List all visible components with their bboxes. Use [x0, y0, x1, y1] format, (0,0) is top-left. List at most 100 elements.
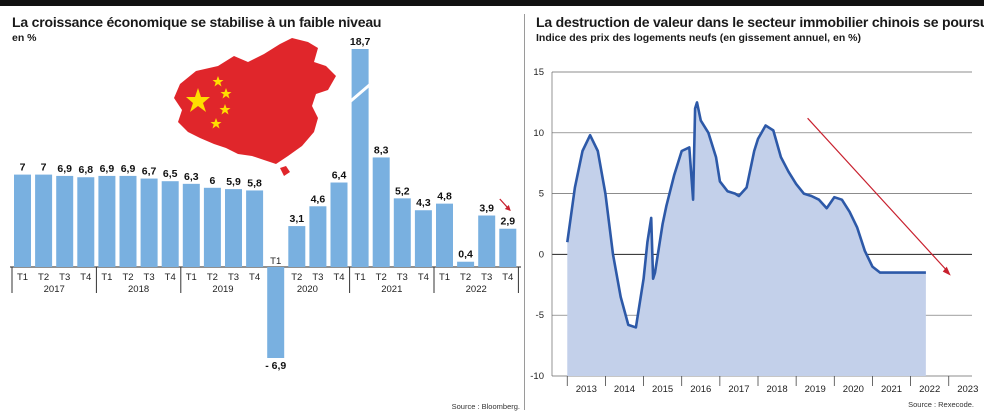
right-chart-source: Source : Rexecode.	[908, 400, 974, 409]
quarter-tick-label: T4	[418, 272, 429, 283]
quarter-tick-label: T2	[460, 272, 471, 283]
series-line	[566, 101, 926, 329]
data-label: 8,3	[374, 144, 389, 156]
bar	[140, 178, 158, 267]
quarter-tick-label: T2	[38, 272, 49, 283]
bar	[393, 198, 411, 267]
year-label: 2022	[466, 284, 487, 295]
bar	[35, 174, 53, 267]
housing-price-area-chart: 15 10 5 0 -5 -10 2013 2014 2015 2016 2017 2018 2019 2…	[530, 67, 978, 395]
data-label: 6,5	[163, 168, 178, 180]
data-label: 6,9	[100, 163, 115, 175]
quarter-tick-label: T3	[397, 272, 408, 283]
data-label: 6,9	[121, 163, 136, 175]
area-fill	[567, 102, 926, 377]
data-label: 6,3	[184, 171, 199, 183]
right-chart-title: La destruction de valeur dans le secteur…	[536, 14, 984, 30]
y-tick-label: 5	[539, 189, 544, 200]
x-tick-label: 2017	[728, 384, 749, 395]
data-label: 3,1	[289, 213, 304, 225]
quarter-tick-label: T2	[291, 272, 302, 283]
quarter-tick-label: T1	[270, 256, 281, 267]
data-label: 5,9	[226, 176, 241, 188]
left-chart-unit: en %	[12, 32, 37, 44]
x-tick-label: 2021	[881, 384, 902, 395]
bar	[182, 183, 200, 267]
data-label: 6	[209, 175, 215, 187]
x-tick-label: 2019	[805, 384, 826, 395]
bar	[98, 175, 116, 267]
data-label: 4,6	[311, 193, 326, 205]
year-label: 2019	[212, 284, 233, 295]
china-flag-map-icon	[174, 38, 336, 176]
quarter-tick-label: T4	[333, 272, 344, 283]
quarter-tick-label: T1	[439, 272, 450, 283]
quarter-tick-label: T3	[481, 272, 492, 283]
quarter-tick-label: T4	[502, 272, 513, 283]
bar	[267, 267, 285, 358]
quarter-tick-label: T4	[249, 272, 260, 283]
year-label: 2017	[44, 284, 65, 295]
top-rule	[0, 0, 984, 6]
quarter-tick-label: T3	[312, 272, 323, 283]
panel-divider	[524, 14, 525, 410]
x-tick-label: 2023	[957, 384, 978, 395]
trend-arrow-head	[504, 205, 511, 211]
data-label: 0,4	[458, 249, 473, 261]
quarter-tick-label: T2	[207, 272, 218, 283]
data-label: - 6,9	[265, 360, 286, 372]
x-tick-label: 2020	[843, 384, 864, 395]
data-label: 18,7	[350, 36, 371, 48]
bar	[203, 187, 221, 267]
bar	[372, 157, 390, 267]
data-label: 6,4	[332, 170, 347, 182]
right-chart-unit: Indice des prix des logements neufs (en …	[536, 32, 861, 44]
y-tick-label: -10	[530, 371, 544, 382]
x-tick-label: 2013	[576, 384, 597, 395]
trend-arrow-line	[807, 117, 950, 274]
data-label: 4,8	[437, 191, 452, 203]
left-chart-title: La croissance économique se stabilise à …	[12, 14, 382, 30]
quarter-tick-label: T3	[144, 272, 155, 283]
quarter-tick-label: T2	[122, 272, 133, 283]
quarter-tick-label: T1	[101, 272, 112, 283]
data-label: 4,3	[416, 197, 431, 209]
quarter-tick-label: T2	[376, 272, 387, 283]
x-tick-label: 2018	[767, 384, 788, 395]
bar	[330, 182, 348, 267]
year-label: 2021	[381, 284, 402, 295]
bar	[246, 190, 264, 267]
y-tick-label: 0	[539, 249, 544, 260]
bar	[161, 181, 179, 267]
data-label: 3,9	[479, 203, 494, 215]
bar	[77, 177, 95, 267]
left-chart-source: Source : Bloomberg.	[451, 402, 520, 411]
x-tick-label: 2022	[919, 384, 940, 395]
bar	[499, 228, 517, 267]
x-tick-label: 2016	[690, 384, 711, 395]
bar	[351, 49, 369, 267]
data-label: 6,9	[57, 163, 72, 175]
quarter-tick-label: T3	[228, 272, 239, 283]
year-label: 2020	[297, 284, 318, 295]
trend-arrow-head	[942, 266, 951, 276]
year-label: 2018	[128, 284, 149, 295]
bar	[478, 215, 496, 267]
bar	[457, 261, 475, 267]
bar	[414, 210, 432, 267]
data-label: 7	[41, 162, 47, 174]
bar	[119, 175, 137, 267]
bar	[288, 226, 306, 267]
quarter-tick-label: T4	[165, 272, 176, 283]
data-label: 5,8	[247, 177, 262, 189]
quarter-tick-label: T1	[17, 272, 28, 283]
data-label: 6,8	[78, 164, 93, 176]
data-label: 7	[20, 162, 26, 174]
bar	[14, 174, 31, 267]
y-tick-label: 10	[533, 128, 544, 139]
data-label: 6,7	[142, 166, 157, 178]
x-tick-label: 2015	[652, 384, 673, 395]
bar	[309, 206, 327, 267]
axis-break-mark	[348, 82, 372, 104]
y-tick-label: 15	[533, 67, 544, 78]
